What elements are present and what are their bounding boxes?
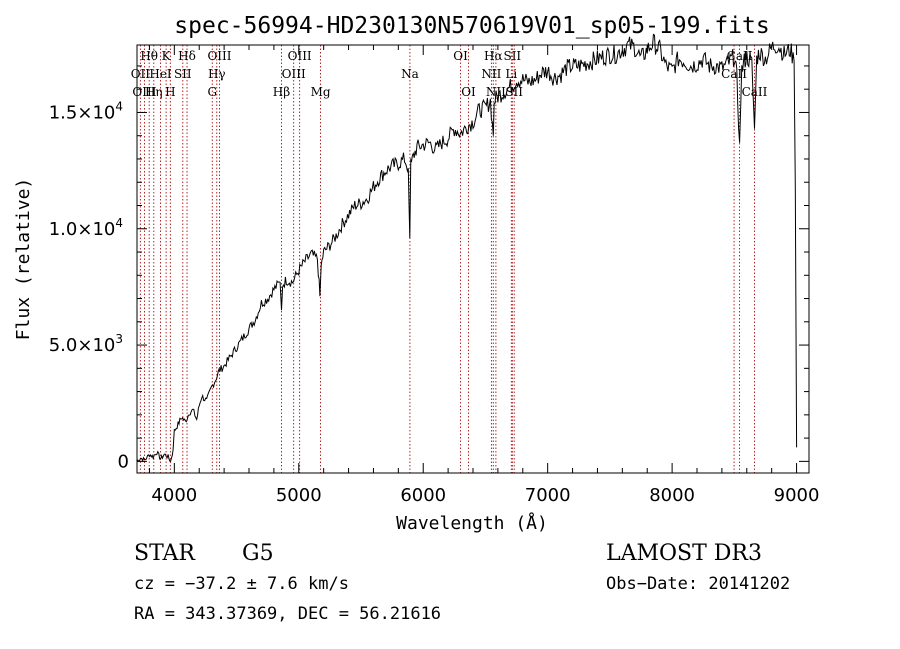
line-label: CaII [721,67,747,81]
x-tick-label: 8000 [649,485,695,506]
y-axis-label: Flux (relative) [13,178,34,341]
spectrum-series [136,33,798,463]
line-label: G [207,85,217,99]
line-label: SII [174,67,192,81]
line-label: SII [503,49,521,63]
survey-name: LAMOST DR3 [606,541,762,566]
x-axis-ticks: 4000 5000 6000 7000 8000 9000 [148,45,820,506]
coordinates: RA = 343.37369, DEC = 56.21616 [134,604,441,624]
line-label: SII [505,85,523,99]
y-axis-ticks: 0 5.0×103 1.0×104 1.5×104 [49,65,809,472]
x-axis-label: Wavelength (Å) [396,512,548,534]
line-label: NII [481,67,501,81]
chart-title: spec-56994-HD230130N570619V01_sp05-199.f… [174,13,769,39]
y-tick-label: 0 [118,451,129,472]
line-label: CaII [742,85,768,99]
line-label: HeI [149,67,172,81]
line-label: Hα [484,49,503,63]
line-label: OIII [288,49,312,63]
line-label: Hη [145,85,163,99]
x-tick-label: 9000 [774,485,820,506]
observation-date: Obs−Date: 20141202 [606,574,790,594]
x-tick-label: 7000 [525,485,571,506]
redshift-velocity: cz = −37.2 ± 7.6 km/s [134,574,349,594]
line-label: OIII [132,85,156,99]
emission-line-markers [139,45,755,473]
line-label: K [162,49,172,63]
line-label: Hθ [140,49,158,63]
emission-line-labels: Hθ OII OIII K HeI Hη SII H Hδ OIII Hγ G OIII OIII Hβ Mg… [131,49,768,99]
y-tick-label: 5.0×103 [49,332,123,356]
plot-frame [136,44,810,474]
x-tick-label: 4000 [151,485,197,506]
line-label: OII [131,67,151,81]
y-tick-label: 1.5×104 [49,99,123,123]
line-label: Hβ [273,85,290,99]
line-label: Hγ [208,67,226,81]
line-label: OIII [282,67,306,81]
subclass: G5 [242,541,274,566]
object-class: STAR [134,541,196,566]
x-tick-label: 5000 [276,485,322,506]
y-tick-label: 1.0×104 [49,216,123,240]
line-label: H [165,85,175,99]
spectrum-line [136,33,798,463]
line-label: Na [401,67,419,81]
line-label: Mg [311,85,331,99]
line-label: Li [505,67,517,81]
line-label: OIII [207,49,231,63]
x-tick-label: 6000 [400,485,446,506]
line-label: OI [461,85,476,99]
line-label: Hδ [178,49,196,63]
line-label: OI [453,49,468,63]
